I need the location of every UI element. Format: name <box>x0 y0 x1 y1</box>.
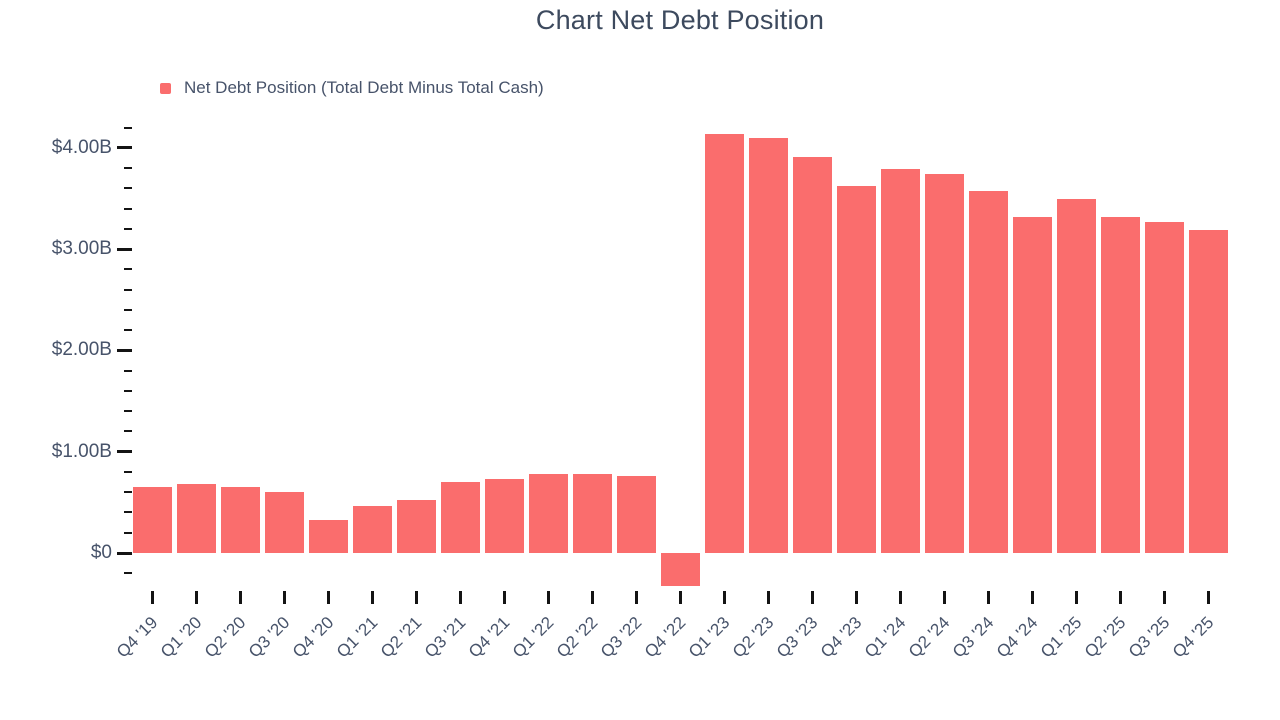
chart-bar[interactable] <box>440 482 480 553</box>
chart-bar[interactable] <box>220 487 260 553</box>
y-axis-minor-tick <box>124 308 132 311</box>
chart-bar[interactable] <box>616 476 656 553</box>
x-axis-tick <box>458 591 462 604</box>
y-axis-label: $4.00B <box>51 136 112 158</box>
chart-bar[interactable] <box>1012 216 1052 553</box>
y-axis-minor-tick <box>124 572 132 575</box>
x-axis-tick <box>854 591 858 604</box>
y-axis-minor-tick <box>124 369 132 372</box>
chart-bar[interactable] <box>1144 221 1184 553</box>
y-axis-major-tick <box>117 348 132 352</box>
chart-bar[interactable] <box>264 492 304 553</box>
chart-bar[interactable] <box>132 487 172 553</box>
y-axis-minor-tick <box>124 430 132 433</box>
chart-title: Chart Net Debt Position <box>535 5 825 35</box>
x-axis-tick <box>1074 591 1078 604</box>
chart-bar[interactable] <box>792 156 832 553</box>
x-axis-tick <box>722 591 726 604</box>
x-axis-tick <box>942 591 946 604</box>
y-axis-major-tick <box>117 450 132 454</box>
y-axis-minor-tick <box>124 126 132 129</box>
x-axis-tick <box>282 591 286 604</box>
chart-bar[interactable] <box>308 519 348 553</box>
x-axis-tick <box>766 591 770 604</box>
x-axis-tick <box>678 591 682 604</box>
chart-bar[interactable] <box>484 479 524 553</box>
y-axis-label: $3.00B <box>51 238 112 260</box>
y-axis-label: $2.00B <box>51 339 112 361</box>
chart-bar[interactable] <box>352 506 392 553</box>
y-axis-minor-tick <box>124 491 132 494</box>
x-axis-tick <box>1118 591 1122 604</box>
x-axis-tick <box>1030 591 1034 604</box>
x-axis-tick <box>414 591 418 604</box>
y-axis-minor-tick <box>124 511 132 514</box>
y-axis-minor-tick <box>124 268 132 271</box>
x-axis-tick <box>150 591 154 604</box>
x-axis-tick <box>194 591 198 604</box>
y-axis-minor-tick <box>124 389 132 392</box>
chart-bar[interactable] <box>1188 229 1228 553</box>
chart-bar[interactable] <box>396 500 436 553</box>
y-axis-minor-tick <box>124 227 132 230</box>
chart-bar[interactable] <box>968 191 1008 553</box>
y-axis-major-tick <box>117 146 132 150</box>
x-axis-tick <box>810 591 814 604</box>
y-axis-minor-tick <box>124 329 132 332</box>
x-axis-tick <box>986 591 990 604</box>
x-axis-tick <box>898 591 902 604</box>
y-axis-minor-tick <box>124 187 132 190</box>
y-axis-label: $0 <box>90 542 112 563</box>
y-axis-minor-tick <box>124 207 132 210</box>
chart-bar[interactable] <box>1056 199 1096 553</box>
y-axis-minor-tick <box>124 470 132 473</box>
x-axis-tick <box>326 591 330 604</box>
x-axis-tick <box>1162 591 1166 604</box>
x-axis-tick <box>370 591 374 604</box>
x-axis-tick <box>238 591 242 604</box>
y-axis-label: $1.00B <box>51 440 112 462</box>
x-axis-tick <box>1206 591 1210 604</box>
y-axis-minor-tick <box>124 531 132 534</box>
y-axis-major-tick <box>117 551 132 555</box>
chart-bar[interactable] <box>572 473 612 553</box>
x-axis-tick <box>546 591 550 604</box>
chart-bar[interactable] <box>528 473 568 553</box>
chart-bar[interactable] <box>836 186 876 553</box>
chart-bar[interactable] <box>704 133 744 553</box>
y-axis-minor-tick <box>124 410 132 413</box>
chart-bar[interactable] <box>1100 216 1140 553</box>
y-axis-minor-tick <box>124 167 132 170</box>
chart-bar[interactable] <box>924 174 964 553</box>
legend-marker-icon <box>160 82 171 94</box>
x-axis-tick <box>634 591 638 604</box>
legend-item[interactable]: Net Debt Position (Total Debt Minus Tota… <box>160 78 544 98</box>
chart-bar[interactable] <box>660 553 700 587</box>
legend-label: Net Debt Position (Total Debt Minus Tota… <box>184 78 544 97</box>
x-axis-tick <box>502 591 506 604</box>
y-axis-major-tick <box>117 247 132 251</box>
chart-bar[interactable] <box>880 169 920 553</box>
x-axis-tick <box>590 591 594 604</box>
chart-bar[interactable] <box>176 484 216 553</box>
chart-bar[interactable] <box>748 137 788 553</box>
y-axis-minor-tick <box>124 288 132 291</box>
